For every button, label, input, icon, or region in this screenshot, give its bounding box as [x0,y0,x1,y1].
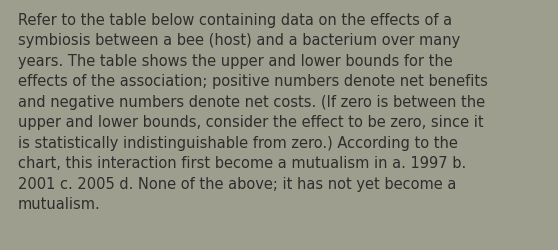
Text: symbiosis between a bee (host) and a bacterium over many: symbiosis between a bee (host) and a bac… [18,33,460,48]
Text: years. The table shows the upper and lower bounds for the: years. The table shows the upper and low… [18,54,453,69]
Text: effects of the association; positive numbers denote net benefits: effects of the association; positive num… [18,74,488,89]
Text: and negative numbers denote net costs. (If zero is between the: and negative numbers denote net costs. (… [18,94,485,110]
Text: is statistically indistinguishable from zero.) According to the: is statistically indistinguishable from … [18,136,458,150]
Text: 2001 c. 2005 d. None of the above; it has not yet become a: 2001 c. 2005 d. None of the above; it ha… [18,176,456,191]
Text: mutualism.: mutualism. [18,197,101,212]
Text: Refer to the table below containing data on the effects of a: Refer to the table below containing data… [18,13,452,28]
Text: upper and lower bounds, consider the effect to be zero, since it: upper and lower bounds, consider the eff… [18,115,484,130]
Text: chart, this interaction first become a mutualism in a. 1997 b.: chart, this interaction first become a m… [18,156,466,171]
